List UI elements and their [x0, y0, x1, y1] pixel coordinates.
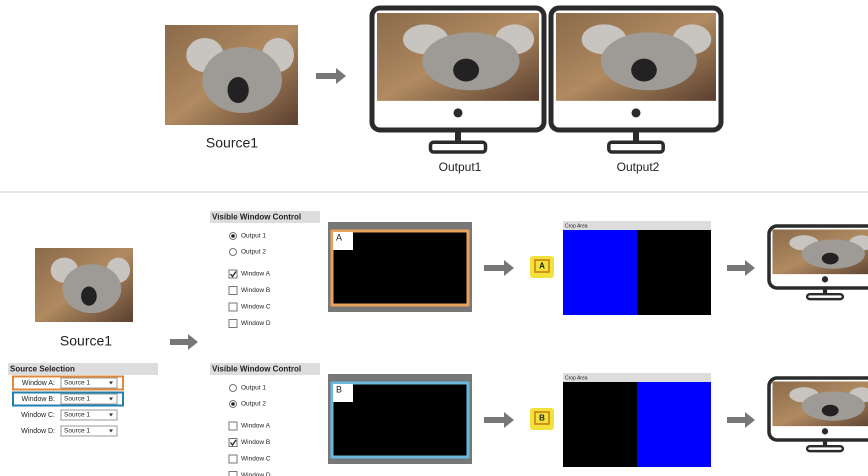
crop-region [563, 230, 637, 315]
radio-dot [231, 234, 235, 238]
checkbox-label: Window B [241, 287, 270, 294]
check-mark [229, 439, 237, 447]
dropdown-value: Source 1 [64, 412, 90, 419]
crop-title: Crop Area [565, 375, 588, 381]
monitor-button [453, 108, 463, 118]
monitor-base [607, 140, 665, 154]
monitor-stand [633, 130, 639, 143]
output-label: Output2 [617, 160, 660, 174]
monitor-stand [455, 130, 461, 143]
dropdown [60, 393, 118, 405]
source-label: Source1 [206, 135, 258, 151]
checkbox [228, 302, 238, 312]
dropdown-value: Source 1 [64, 396, 90, 403]
arrow [484, 260, 514, 276]
panel-header [210, 211, 320, 223]
dropdown-value: Source 1 [64, 428, 90, 435]
dropdown [60, 425, 118, 437]
monitor-button [821, 276, 829, 283]
arrow [727, 260, 755, 276]
koala-nose [631, 58, 657, 82]
panel-header [210, 363, 320, 375]
row-label: Window B: [22, 396, 56, 403]
crop-header [563, 221, 711, 230]
checkbox-label: Window B [241, 439, 270, 446]
radio-label: Output 2 [241, 249, 266, 256]
checkbox [228, 454, 238, 464]
screen-window [330, 381, 470, 459]
crop-region [637, 382, 711, 467]
checkbox-label: Window C [241, 456, 271, 463]
checkbox-label: Window A [241, 423, 271, 430]
arrow [170, 334, 198, 350]
crop-header [563, 373, 711, 382]
source-label: Source1 [60, 333, 112, 349]
window-icon-inner [534, 411, 550, 425]
window-tag: B [336, 384, 342, 394]
row-label: Window D: [21, 428, 55, 435]
monitor-base [805, 444, 845, 453]
monitor-stand [822, 288, 828, 295]
output-label: Output1 [439, 160, 482, 174]
dropdown-caret [109, 429, 113, 433]
selection-header [8, 363, 158, 375]
checkbox-label: Window A [241, 271, 271, 278]
dropdown-caret [109, 413, 113, 417]
crop-title: Crop Area [565, 223, 588, 229]
arrow [316, 68, 346, 84]
window-icon-label: B [539, 414, 545, 423]
dropdown-caret [109, 381, 113, 385]
window-icon-inner [534, 259, 550, 273]
check-mark [229, 271, 237, 278]
monitor-base [805, 292, 845, 301]
radio [229, 248, 237, 256]
window-tag-bg [333, 384, 353, 402]
monitor-button [821, 428, 829, 435]
window-icon-label: A [539, 262, 545, 271]
panel-title: Visible Window Control [212, 365, 301, 374]
checkbox [228, 471, 238, 476]
koala-nose [821, 404, 839, 417]
koala-nose [453, 58, 480, 82]
screen-window [330, 229, 470, 307]
arrow [727, 412, 755, 428]
koala-nose [227, 77, 249, 103]
window-tag-bg [333, 232, 353, 250]
checkbox-label: Window D [241, 472, 271, 476]
checkbox-label: Window C [241, 304, 271, 311]
dropdown [60, 377, 118, 389]
checkbox [228, 286, 238, 295]
checkbox-label: Window D [241, 320, 271, 327]
radio-label: Output 2 [241, 401, 266, 408]
panel-title: Visible Window Control [212, 213, 301, 222]
row-highlight [12, 375, 124, 391]
koala-nose [821, 252, 839, 265]
checkbox [228, 421, 238, 431]
monitor-button [631, 108, 641, 118]
dropdown-value: Source 1 [64, 380, 90, 387]
row-highlight [12, 391, 124, 407]
dropdown-caret [109, 397, 113, 401]
checkbox [228, 438, 238, 447]
radio [229, 384, 237, 392]
radio-label: Output 1 [241, 233, 266, 240]
window-tag: A [336, 232, 342, 242]
dropdown [60, 409, 118, 421]
monitor-stand [822, 440, 828, 447]
checkbox [228, 319, 238, 328]
arrow [484, 412, 514, 428]
selection-title: Source Selection [10, 365, 75, 374]
row-label: Window C: [21, 412, 55, 419]
checkbox [228, 269, 238, 279]
row-label: Window A: [22, 380, 55, 387]
radio-label: Output 1 [241, 385, 266, 392]
radio-dot [231, 402, 235, 406]
koala-nose [81, 286, 97, 306]
monitor-base [428, 140, 488, 154]
